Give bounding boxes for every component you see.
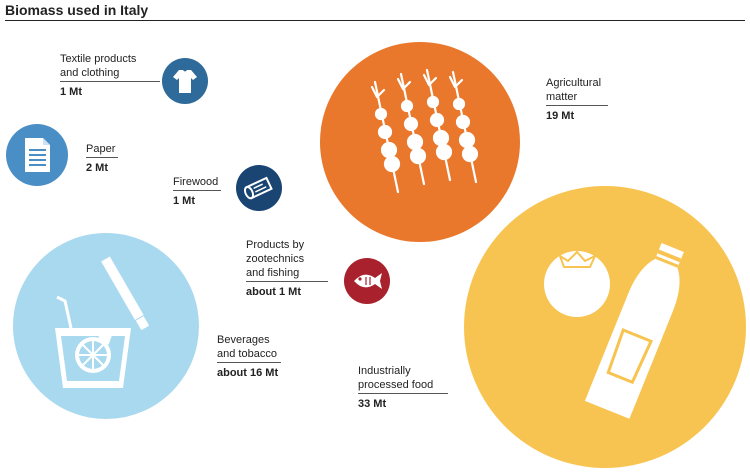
zootechnics-label: Products by zootechnics and fishing abou… <box>246 238 328 299</box>
textile-label: Textile products and clothing 1 Mt <box>60 52 160 99</box>
header: Biomass used in Italy <box>5 0 745 21</box>
log-icon <box>243 176 273 200</box>
paper-label: Paper 2 Mt <box>86 142 118 175</box>
firewood-circle <box>236 165 282 211</box>
processed-food-label: Industrially processed food 33 Mt <box>358 364 448 411</box>
page-title: Biomass used in Italy <box>5 2 149 18</box>
shirt-icon <box>173 70 197 93</box>
document-icon <box>25 138 50 172</box>
tomato-ketchup-icon <box>544 243 684 419</box>
agricultural-label: Agricultural matter 19 Mt <box>546 76 608 123</box>
wheat-icon <box>370 68 479 194</box>
beverages-label: Beverages and tobacco about 16 Mt <box>217 333 281 380</box>
drink-cigarette-icon <box>55 256 151 388</box>
processed-food-circle <box>464 186 746 468</box>
firewood-label: Firewood 1 Mt <box>173 175 221 208</box>
fish-icon <box>354 273 382 289</box>
